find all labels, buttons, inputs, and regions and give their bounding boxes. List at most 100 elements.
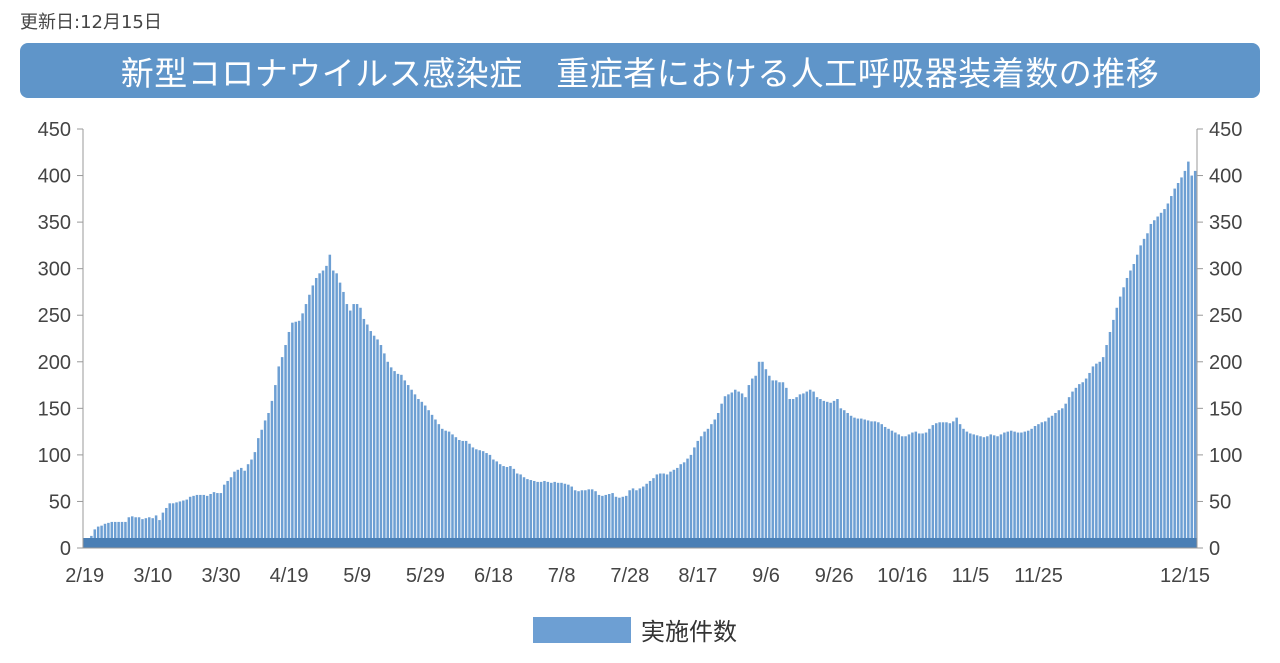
- bar: [277, 366, 280, 548]
- bar: [161, 512, 165, 548]
- bar: [764, 369, 768, 548]
- bar: [907, 434, 911, 548]
- bar: [982, 437, 986, 548]
- bar: [563, 483, 567, 548]
- bar: [795, 397, 798, 548]
- updated-date: 更新日:12月15日: [20, 12, 162, 33]
- bar: [618, 497, 621, 548]
- bar: [682, 462, 686, 548]
- bar: [141, 519, 144, 548]
- bar: [1044, 421, 1047, 548]
- y2-tick-label: 400: [1209, 166, 1242, 188]
- bar: [110, 521, 114, 548]
- bar: [219, 493, 223, 548]
- bar: [904, 436, 907, 548]
- bar: [451, 434, 454, 548]
- bar: [832, 400, 836, 548]
- bar: [757, 361, 761, 548]
- bar: [192, 495, 195, 548]
- bar: [515, 473, 519, 548]
- y-tick-label: 100: [38, 445, 71, 467]
- bar: [400, 374, 403, 548]
- bar: [1081, 382, 1084, 548]
- bar: [716, 412, 720, 548]
- bar: [331, 270, 335, 548]
- bar: [1050, 415, 1054, 548]
- x-tick-label: 3/10: [133, 565, 172, 587]
- bar: [601, 495, 604, 548]
- bar: [113, 521, 117, 548]
- bar: [100, 525, 103, 548]
- bar: [539, 481, 543, 548]
- bar: [880, 424, 883, 548]
- bar: [761, 361, 764, 548]
- x-tick-label: 5/29: [406, 565, 445, 587]
- bar: [383, 353, 386, 548]
- bar: [672, 469, 676, 548]
- bar: [1112, 319, 1115, 548]
- bar: [526, 479, 529, 548]
- bar: [1078, 384, 1081, 548]
- bar: [679, 464, 682, 548]
- bar: [175, 502, 178, 548]
- bar: [846, 412, 849, 548]
- bar: [570, 486, 573, 548]
- bar: [1193, 170, 1197, 548]
- bar: [853, 417, 856, 548]
- bar: [1142, 238, 1146, 548]
- bar: [342, 291, 345, 548]
- bar: [257, 438, 260, 548]
- bar: [529, 480, 533, 548]
- bar: [372, 335, 376, 548]
- bar: [590, 489, 594, 548]
- bar: [870, 421, 873, 548]
- bar: [924, 432, 928, 548]
- bar: [771, 380, 774, 548]
- bar: [635, 490, 638, 548]
- bar: [737, 391, 740, 548]
- x-tick-label: 2/19: [65, 565, 104, 587]
- x-tick-label: 5/9: [343, 565, 371, 587]
- bar: [969, 433, 972, 548]
- y2-tick-label: 300: [1209, 259, 1242, 281]
- bar: [236, 469, 240, 548]
- x-tick-label: 7/28: [610, 565, 649, 587]
- bar: [362, 318, 366, 548]
- bar: [1149, 223, 1153, 548]
- bar: [492, 459, 495, 548]
- legend: 実施件数: [533, 612, 737, 647]
- bar: [706, 428, 710, 548]
- bar: [502, 466, 505, 548]
- bar: [454, 437, 458, 548]
- bar: [914, 431, 918, 548]
- bar: [979, 436, 982, 548]
- x-tick-label: 8/17: [678, 565, 717, 587]
- bar: [887, 428, 890, 548]
- bar: [274, 385, 277, 548]
- bar: [389, 367, 393, 548]
- bar: [836, 399, 839, 548]
- bar: [921, 433, 924, 548]
- bar: [178, 501, 182, 548]
- bars-group: [83, 161, 1197, 549]
- bar: [420, 401, 424, 548]
- bar: [1139, 245, 1142, 548]
- bar: [96, 526, 100, 548]
- bar: [825, 401, 829, 548]
- bar: [519, 474, 522, 548]
- bar: [819, 399, 822, 548]
- bar: [478, 450, 481, 548]
- bar: [280, 357, 284, 548]
- x-tick-label: 10/16: [877, 565, 927, 587]
- bar: [952, 421, 955, 548]
- bar: [437, 424, 441, 548]
- bar: [1006, 431, 1010, 548]
- bar: [843, 410, 846, 548]
- bar: [458, 439, 461, 548]
- bar: [546, 481, 550, 548]
- y-tick-label: 0: [60, 538, 71, 560]
- bar: [168, 503, 171, 548]
- bar: [475, 449, 478, 548]
- bar: [624, 495, 628, 548]
